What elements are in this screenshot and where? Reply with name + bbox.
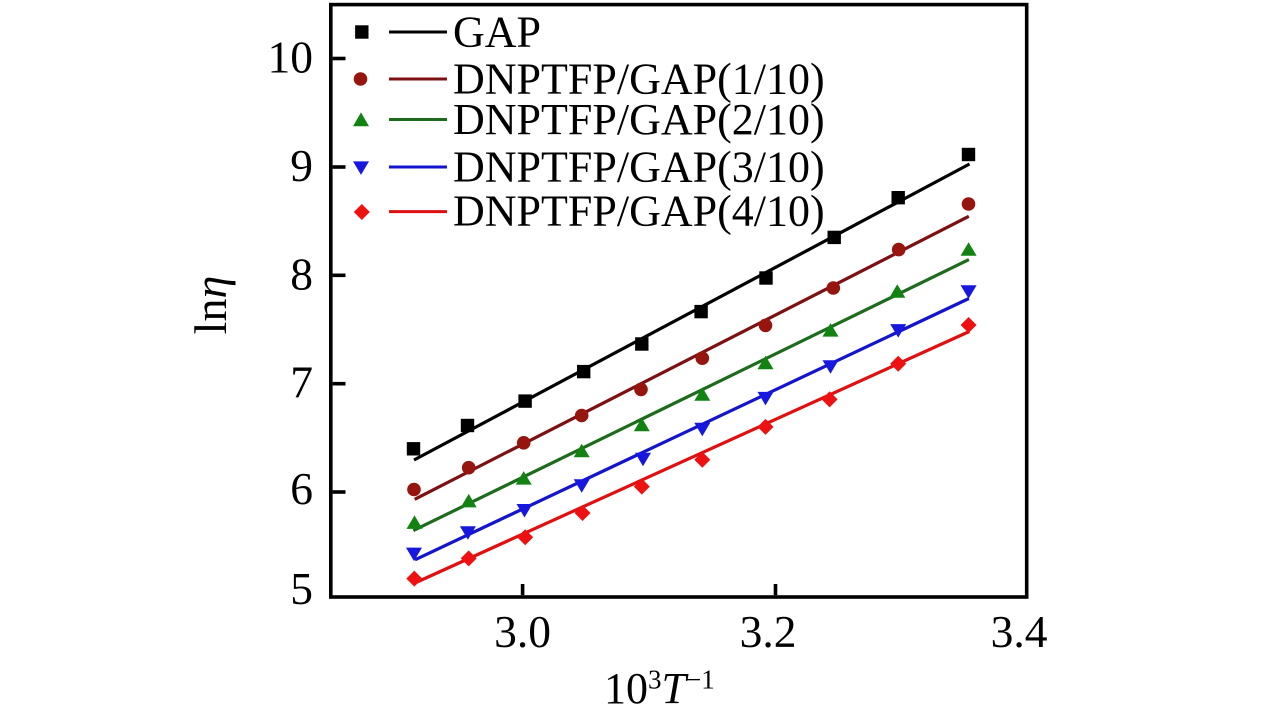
- svg-text:GAP: GAP: [453, 8, 541, 57]
- svg-text:lnη: lnη: [185, 276, 236, 335]
- svg-text:6: 6: [290, 463, 313, 514]
- svg-text:3.0: 3.0: [494, 606, 551, 657]
- svg-text:9: 9: [290, 140, 313, 191]
- svg-text:7: 7: [290, 357, 313, 408]
- svg-text:DNPTFP/GAP(3/10): DNPTFP/GAP(3/10): [453, 143, 825, 192]
- svg-text:DNPTFP/GAP(1/10): DNPTFP/GAP(1/10): [453, 55, 825, 104]
- svg-text:DNPTFP/GAP(4/10): DNPTFP/GAP(4/10): [453, 187, 825, 236]
- svg-text:3.4: 3.4: [991, 606, 1048, 657]
- svg-text:5: 5: [290, 563, 313, 614]
- svg-text:3.2: 3.2: [740, 606, 797, 657]
- svg-text:DNPTFP/GAP(2/10): DNPTFP/GAP(2/10): [453, 95, 825, 144]
- svg-text:8: 8: [290, 248, 313, 299]
- svg-text:10: 10: [268, 32, 314, 83]
